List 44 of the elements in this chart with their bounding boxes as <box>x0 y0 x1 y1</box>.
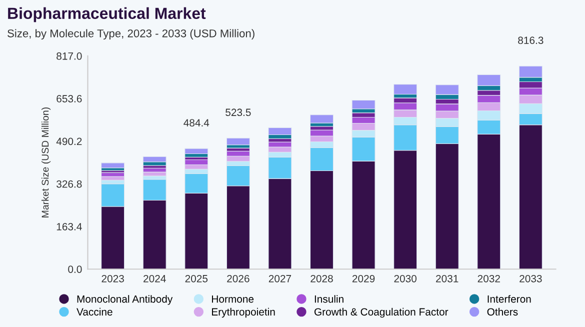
bar <box>352 100 376 110</box>
x-tick-label: 2028 <box>310 274 333 282</box>
text: 816.3 <box>518 36 544 44</box>
legend-label: Vaccine <box>76 308 112 316</box>
bar <box>142 168 166 172</box>
x-tick-label: 2027 <box>268 274 292 282</box>
legend-label: Erythropoietin <box>212 308 275 318</box>
annotation: 523.5 <box>226 108 251 116</box>
bar <box>101 172 125 177</box>
bar <box>142 156 166 162</box>
x-tick-label: 2031 <box>436 274 458 282</box>
bar <box>184 160 208 166</box>
bar <box>518 66 542 78</box>
x-tick-label: 2025 <box>185 274 208 282</box>
legend-label: Hormone <box>212 295 254 303</box>
y-tick-label: 653.6 <box>56 95 82 102</box>
bar <box>184 148 208 154</box>
chart-title: Biopharmaceutical Market <box>8 7 206 22</box>
x-tick-label: 2029 <box>352 274 375 282</box>
y-tick-label: 0.0 <box>68 266 82 273</box>
x-tick-label: 2024 <box>144 274 166 282</box>
legend-label: Growth & Coagulation Factor <box>314 308 448 318</box>
x-tick-label: 2023 <box>102 274 124 282</box>
bar <box>142 172 166 176</box>
chart-subtitle: Size, by Molecule Type, 2023 - 2033 (USD Million) <box>8 29 254 40</box>
x-tick-label: 2026 <box>227 274 250 282</box>
bar <box>310 114 334 124</box>
bar <box>101 162 125 168</box>
x-tick-label: 2030 <box>394 274 416 282</box>
y-axis-title: Market Size (USD Million) <box>42 107 51 218</box>
annotation: 484.4 <box>184 119 210 126</box>
legend-label: Insulin <box>314 295 344 303</box>
y-tick-label: 163.4 <box>56 222 82 230</box>
y-tick-label: 490.2 <box>56 138 82 146</box>
bar <box>226 138 250 146</box>
legend-label: Others <box>487 308 518 316</box>
y-tick-label: 817.0 <box>56 52 82 60</box>
x-tick-label: 2033 <box>520 274 542 282</box>
legend-label: Interferon <box>488 295 531 303</box>
bar <box>394 84 418 95</box>
bar <box>268 127 292 136</box>
legend-label: Monoclonal Antibody <box>77 295 173 305</box>
y-tick-label: 326.8 <box>56 180 82 188</box>
x-tick-label: 2032 <box>478 274 500 282</box>
